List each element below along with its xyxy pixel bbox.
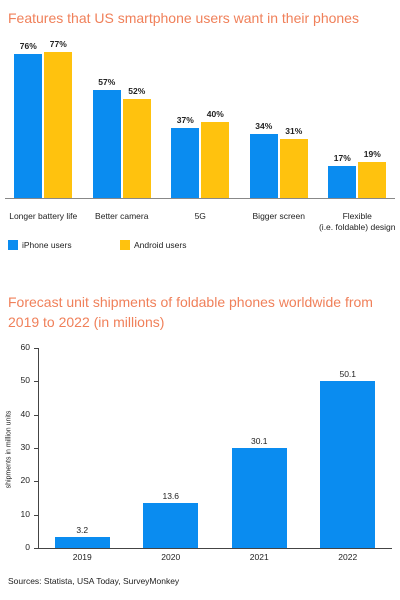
y-tick-label: 10: [20, 508, 30, 519]
bar: [54, 537, 110, 548]
x-tick-label: Flexible (i.e. foldable) design: [318, 211, 396, 232]
tick-mark: [34, 348, 38, 349]
y-tick-label: 30: [20, 442, 30, 452]
value-label: 13.6: [162, 490, 180, 501]
bar: [231, 447, 287, 548]
value-label: 17%: [333, 152, 351, 163]
x-tick-label: Bigger screen: [252, 211, 305, 221]
tick-mark: [34, 448, 38, 449]
value-label: 37%: [176, 114, 194, 125]
value-label: 34%: [255, 120, 273, 131]
bar: [122, 99, 151, 198]
x-tick-label: 2019: [72, 552, 92, 562]
x-tick-label: Better camera: [95, 211, 149, 221]
x-tick-label: 2021: [249, 552, 269, 562]
bar: [171, 127, 200, 198]
bar: [328, 165, 357, 198]
value-label: 76%: [19, 40, 37, 51]
value-label: 30.1: [250, 435, 268, 446]
legend-label: iPhone users: [22, 240, 72, 250]
legend-label: Android users: [134, 240, 187, 250]
y-tick-label: 20: [20, 475, 30, 486]
x-axis: [38, 548, 392, 549]
bar: [143, 502, 199, 548]
y-axis-label: shipments in million units: [5, 410, 13, 489]
legend-swatch: [120, 240, 130, 250]
axis-line: [5, 198, 395, 199]
tick-mark: [34, 514, 38, 516]
y-tick-label: 0: [25, 542, 30, 552]
value-label: 50.1: [339, 369, 357, 379]
y-tick-label: 40: [20, 408, 30, 419]
value-label: 19%: [363, 148, 381, 159]
tick-mark: [34, 481, 38, 483]
x-tick-label: Longer battery life: [9, 211, 78, 221]
bar: [320, 381, 376, 548]
bar: [44, 52, 73, 198]
y-tick-label: 50: [20, 375, 30, 386]
value-label: 52%: [128, 86, 146, 97]
tick-mark: [34, 381, 38, 383]
x-tick-label: 2022: [338, 552, 358, 562]
bar: [14, 53, 43, 198]
bar: [249, 133, 278, 198]
bar: [92, 89, 121, 198]
bar: [358, 161, 387, 198]
y-axis: [38, 348, 39, 548]
tick-mark: [34, 548, 38, 549]
bar: [279, 139, 308, 198]
tick-mark: [34, 414, 38, 416]
value-label: 40%: [206, 109, 224, 120]
x-tick-label: 2020: [161, 552, 181, 562]
source: Sources: Statista, USA Today, SurveyMonk…: [8, 576, 180, 586]
legend-swatch: [8, 240, 18, 250]
value-label: 3.2: [76, 525, 89, 536]
value-label: 31%: [285, 126, 303, 137]
x-tick-label: 5G: [194, 211, 206, 221]
value-label: 77%: [49, 39, 67, 49]
value-label: 57%: [98, 76, 116, 87]
chart-title: Features that US smartphone users want i…: [8, 10, 359, 26]
chart-title: Forecast unit shipments of foldable phon…: [8, 294, 373, 330]
y-tick-label: 60: [20, 342, 30, 352]
bar: [201, 122, 230, 198]
